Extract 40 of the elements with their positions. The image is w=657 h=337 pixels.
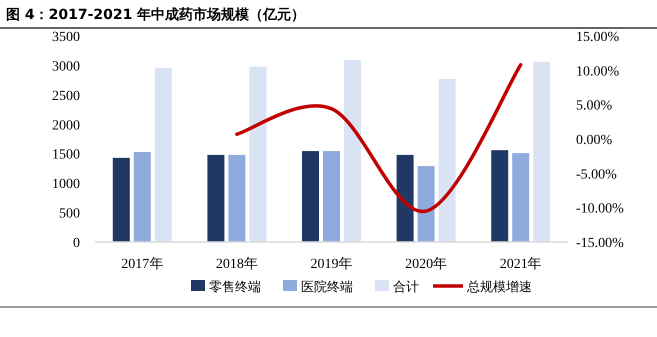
y2-tick-label: -5.00% (576, 167, 618, 182)
x-tick-label: 2020年 (405, 256, 448, 272)
y-tick-label: 3000 (52, 59, 80, 74)
y2-tick-label: 15.00% (576, 30, 620, 45)
bar (112, 158, 130, 242)
y2-tick-label: 0.00% (576, 133, 612, 148)
bar (512, 153, 530, 242)
bar (418, 166, 435, 242)
bar (533, 62, 550, 242)
x-tick-label: 2017年 (121, 256, 164, 272)
legend-label: 零售终端 (209, 280, 261, 295)
y2-tick-label: -15.00% (576, 236, 624, 251)
y-tick-label: 500 (59, 206, 80, 222)
bar (134, 152, 151, 242)
x-tick-label: 2019年 (310, 256, 352, 272)
bar (396, 154, 414, 242)
bar (491, 150, 508, 242)
y2-tick-label: 5.00% (576, 98, 612, 114)
legend-label: 总规模增速 (466, 280, 532, 295)
chart-title: 图 4：2017-2021 年中成药市场规模（亿元） (6, 6, 306, 23)
legend-label: 医院终端 (301, 280, 353, 295)
bar (323, 151, 340, 242)
y2-tick-label: -10.00% (576, 202, 624, 217)
bar (154, 68, 172, 242)
bar (228, 154, 246, 242)
y-tick-label: 2000 (52, 118, 80, 134)
bar (249, 66, 266, 242)
y-tick-label: 1500 (52, 148, 80, 163)
y2-tick-label: 10.00% (576, 64, 620, 80)
bar (302, 151, 319, 242)
y-tick-label: 2500 (52, 88, 80, 104)
x-tick-label: 2018年 (216, 256, 258, 272)
bar (344, 60, 361, 242)
legend-label: 合计 (393, 280, 419, 295)
bar (207, 154, 224, 242)
bar (438, 78, 456, 242)
y-tick-label: 3500 (52, 30, 80, 45)
y-tick-label: 1000 (52, 177, 80, 192)
x-tick-label: 2021年 (500, 256, 542, 272)
y-tick-label: 0 (73, 236, 80, 251)
